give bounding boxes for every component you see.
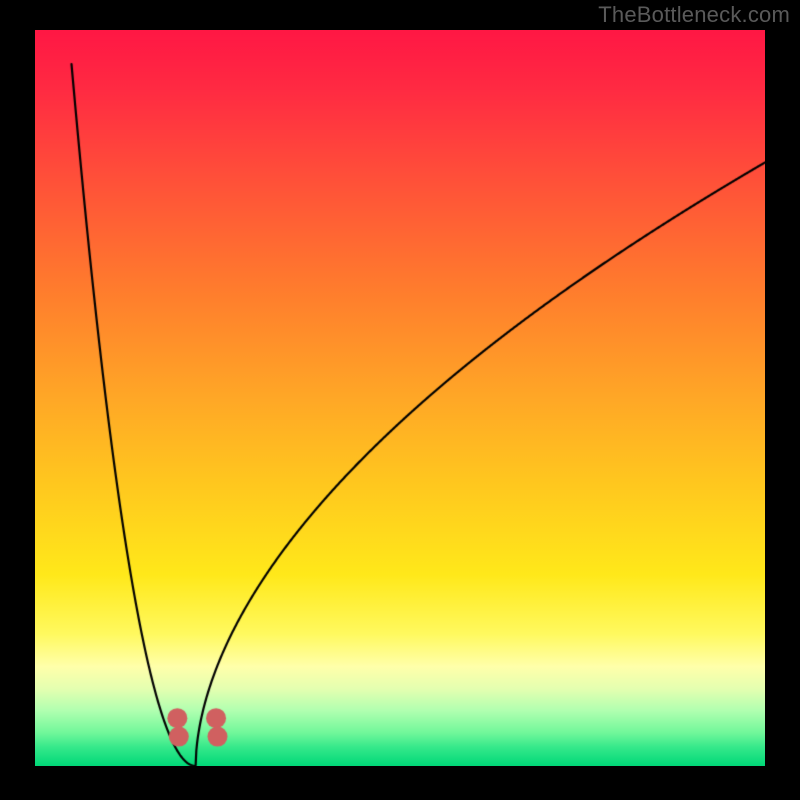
watermark-text: TheBottleneck.com (598, 2, 790, 28)
bottleneck-curve-plot (0, 0, 800, 800)
chart-stage: TheBottleneck.com (0, 0, 800, 800)
